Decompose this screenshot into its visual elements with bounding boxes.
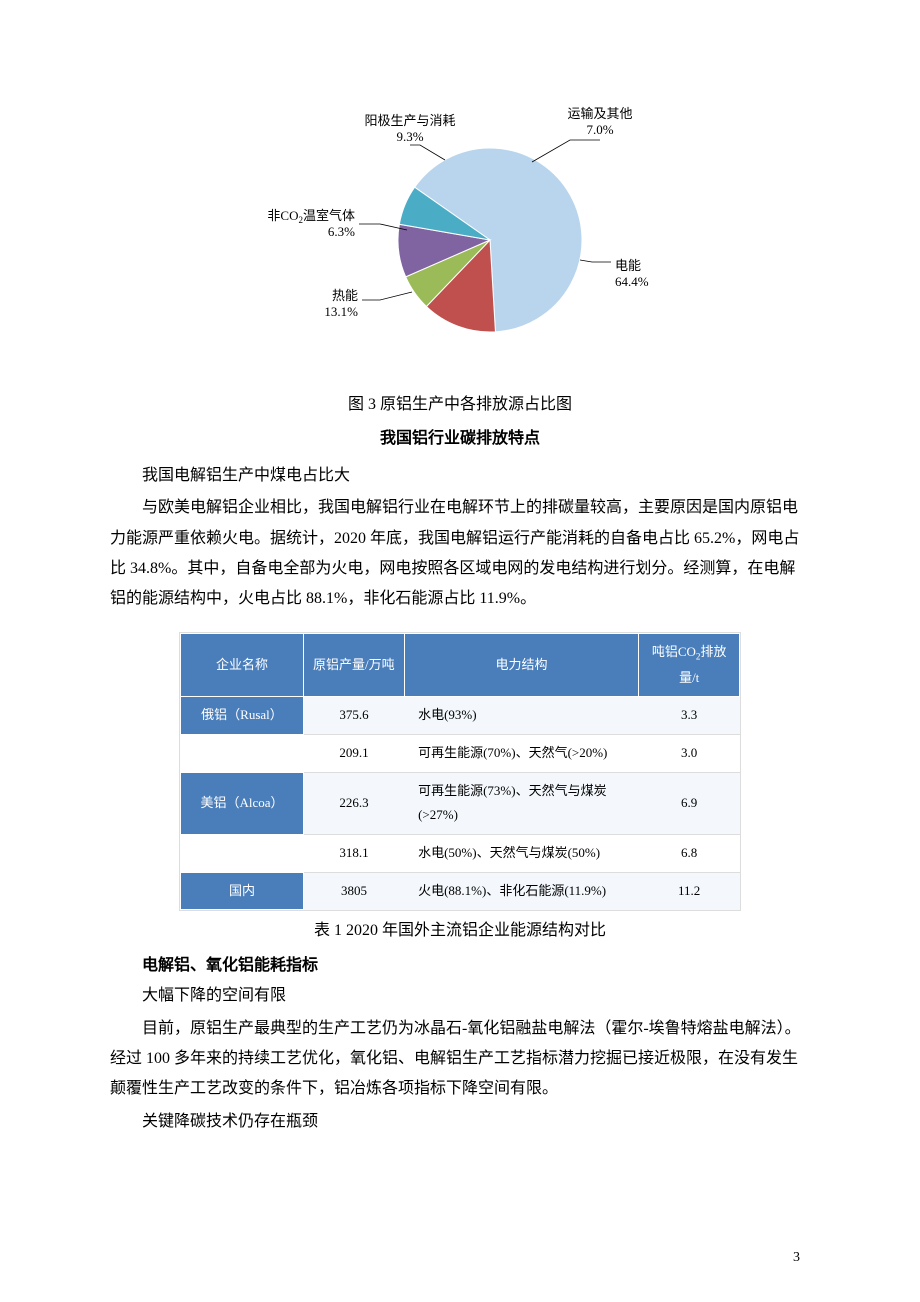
table-cell: 可再生能源(73%)、天然气与煤炭(>27%) bbox=[404, 772, 639, 834]
pie-leader-line bbox=[532, 140, 600, 162]
table-cell: 209.1 bbox=[303, 734, 404, 772]
pie-label: 运输及其他 bbox=[567, 106, 632, 121]
section-title: 我国铝行业碳排放特点 bbox=[110, 424, 810, 454]
paragraph-5: 关键降碳技术仍存在瓶颈 bbox=[110, 1107, 810, 1137]
table-cell: 3.0 bbox=[639, 734, 740, 772]
pie-label-pct: 6.3% bbox=[328, 224, 355, 239]
pie-leader-line bbox=[410, 145, 445, 160]
pie-label-pct: 9.3% bbox=[396, 129, 423, 144]
table-row: 力拓(Rio Tinto)318.1水电(50%)、天然气与煤炭(50%)6.8 bbox=[181, 835, 740, 873]
table-cell: 俄铝（Rusal） bbox=[181, 697, 304, 735]
pie-label-pct: 7.0% bbox=[586, 122, 613, 137]
table-cell: 国内 bbox=[181, 872, 304, 910]
table-cell: 226.3 bbox=[303, 772, 404, 834]
pie-label-pct: 64.4% bbox=[615, 274, 649, 289]
paragraph-4: 目前，原铝生产最典型的生产工艺仍为冰晶石-氧化铝融盐电解法（霍尔-埃鲁特熔盐电解… bbox=[110, 1014, 810, 1105]
pie-chart: 电能64.4% 热能13.1% 非CO2温室气体6.3% 阳极生产与消耗9.3% 运输及… bbox=[240, 70, 680, 370]
table-cell: 美铝（Alcoa） bbox=[181, 772, 304, 834]
pie-leader-line bbox=[580, 260, 611, 262]
table-row: 海德鲁（Hydro）209.1可再生能源(70%)、天然气(>20%)3.0 bbox=[181, 734, 740, 772]
table-header-cell: 吨铝CO2排放量/t bbox=[639, 633, 740, 697]
paragraph-3: 大幅下降的空间有限 bbox=[110, 981, 810, 1011]
table-cell: 可再生能源(70%)、天然气(>20%) bbox=[404, 734, 639, 772]
energy-structure-table: 企业名称原铝产量/万吨电力结构吨铝CO2排放量/t俄铝（Rusal）375.6水… bbox=[180, 633, 740, 911]
table-cell: 11.2 bbox=[639, 872, 740, 910]
table-cell: 6.8 bbox=[639, 835, 740, 873]
page-number: 3 bbox=[793, 1245, 800, 1272]
sub-heading: 电解铝、氧化铝能耗指标 bbox=[110, 951, 810, 981]
table-cell: 6.9 bbox=[639, 772, 740, 834]
pie-label: 非CO2温室气体 bbox=[267, 208, 355, 225]
pie-label: 阳极生产与消耗 bbox=[364, 113, 455, 128]
table-header-cell: 企业名称 bbox=[181, 633, 304, 697]
paragraph-intro: 我国电解铝生产中煤电占比大 bbox=[110, 461, 810, 491]
table-cell: 水电(93%) bbox=[404, 697, 639, 735]
table-cell: 3.3 bbox=[639, 697, 740, 735]
table-cell: 海德鲁（Hydro） bbox=[181, 734, 304, 772]
table-row: 美铝（Alcoa）226.3可再生能源(73%)、天然气与煤炭(>27%)6.9 bbox=[181, 772, 740, 834]
pie-leader-line bbox=[362, 292, 412, 300]
table-cell: 318.1 bbox=[303, 835, 404, 873]
table-cell: 力拓(Rio Tinto) bbox=[181, 835, 304, 873]
table-cell: 375.6 bbox=[303, 697, 404, 735]
table-cell: 水电(50%)、天然气与煤炭(50%) bbox=[404, 835, 639, 873]
pie-label: 电能 bbox=[615, 258, 641, 273]
pie-label: 热能 bbox=[332, 288, 358, 303]
pie-chart-container: 电能64.4% 热能13.1% 非CO2温室气体6.3% 阳极生产与消耗9.3% 运输及… bbox=[110, 70, 810, 370]
table-caption: 表 1 2020 年国外主流铝企业能源结构对比 bbox=[110, 916, 810, 946]
table-cell: 3805 bbox=[303, 872, 404, 910]
table-cell: 火电(88.1%)、非化石能源(11.9%) bbox=[404, 872, 639, 910]
table-row: 俄铝（Rusal）375.6水电(93%)3.3 bbox=[181, 697, 740, 735]
pie-label-pct: 13.1% bbox=[324, 304, 358, 319]
figure-caption: 图 3 原铝生产中各排放源占比图 bbox=[110, 390, 810, 420]
paragraph-body-1: 与欧美电解铝企业相比，我国电解铝行业在电解环节上的排碳量较高，主要原因是国内原铝… bbox=[110, 493, 810, 615]
table-header-cell: 电力结构 bbox=[404, 633, 639, 697]
table-header-cell: 原铝产量/万吨 bbox=[303, 633, 404, 697]
table-row: 国内3805火电(88.1%)、非化石能源(11.9%)11.2 bbox=[181, 872, 740, 910]
